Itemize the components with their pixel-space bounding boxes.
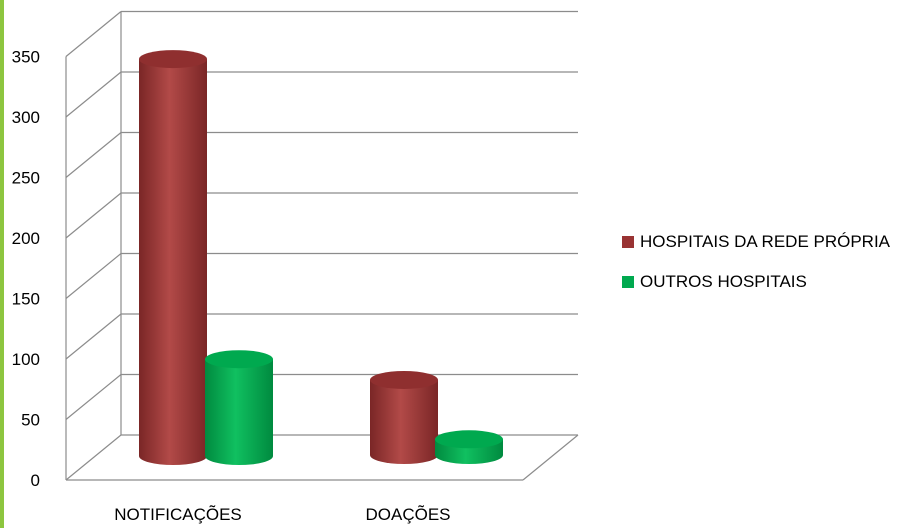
bar-body-1-0 <box>205 359 273 465</box>
bar-1-0 <box>205 350 273 465</box>
bar-0-0 <box>139 50 207 466</box>
bar-1-1 <box>435 430 503 464</box>
y-tick-label-100: 100 <box>12 350 40 369</box>
y-tick-label-200: 200 <box>12 229 40 248</box>
bar-top-0-0 <box>139 50 207 69</box>
y-tick-label-150: 150 <box>12 290 40 309</box>
legend-item-0: HOSPITAIS DA REDE PRÓPRIA <box>622 230 890 254</box>
legend-swatch-0 <box>622 236 634 248</box>
legend-label-1: OUTROS HOSPITAIS <box>640 272 807 291</box>
bar-top-1-0 <box>205 350 273 369</box>
y-tick-label-50: 50 <box>21 411 40 430</box>
gridline-diagonal-300 <box>65 71 122 118</box>
bar-body-0-0 <box>139 59 207 466</box>
bar-0-1 <box>370 370 438 464</box>
gridline-diagonal-50 <box>65 374 122 420</box>
bar-top-1-1 <box>435 430 503 449</box>
x-tick-label-0: NOTIFICAÇÕES <box>114 505 242 524</box>
bar-top-0-1 <box>370 370 438 389</box>
legend: HOSPITAIS DA REDE PRÓPRIA OUTROS HOSPITAI… <box>622 230 890 310</box>
gridline-diagonal-150 <box>65 253 122 299</box>
bar-body-0-1 <box>370 379 438 464</box>
y-tick-label-300: 300 <box>12 108 40 127</box>
gridline-diagonal-200 <box>65 192 122 239</box>
y-tick-label-350: 350 <box>12 48 40 67</box>
x-tick-label-1: DOAÇÕES <box>365 505 450 524</box>
legend-label-0: HOSPITAIS DA REDE PRÓPRIA <box>640 232 891 251</box>
floor-right-edge <box>522 434 579 481</box>
y-tick-label-0: 0 <box>31 471 40 490</box>
gridline-diagonal-250 <box>65 132 122 178</box>
left-accent-stripe <box>0 0 4 528</box>
gridline-diagonal-100 <box>65 313 122 360</box>
gridline-diagonal-0 <box>65 434 122 481</box>
gridline-diagonal-350 <box>65 11 122 57</box>
legend-swatch-1 <box>622 276 634 288</box>
y-tick-label-250: 250 <box>12 169 40 188</box>
legend-item-1: OUTROS HOSPITAIS <box>622 270 890 294</box>
